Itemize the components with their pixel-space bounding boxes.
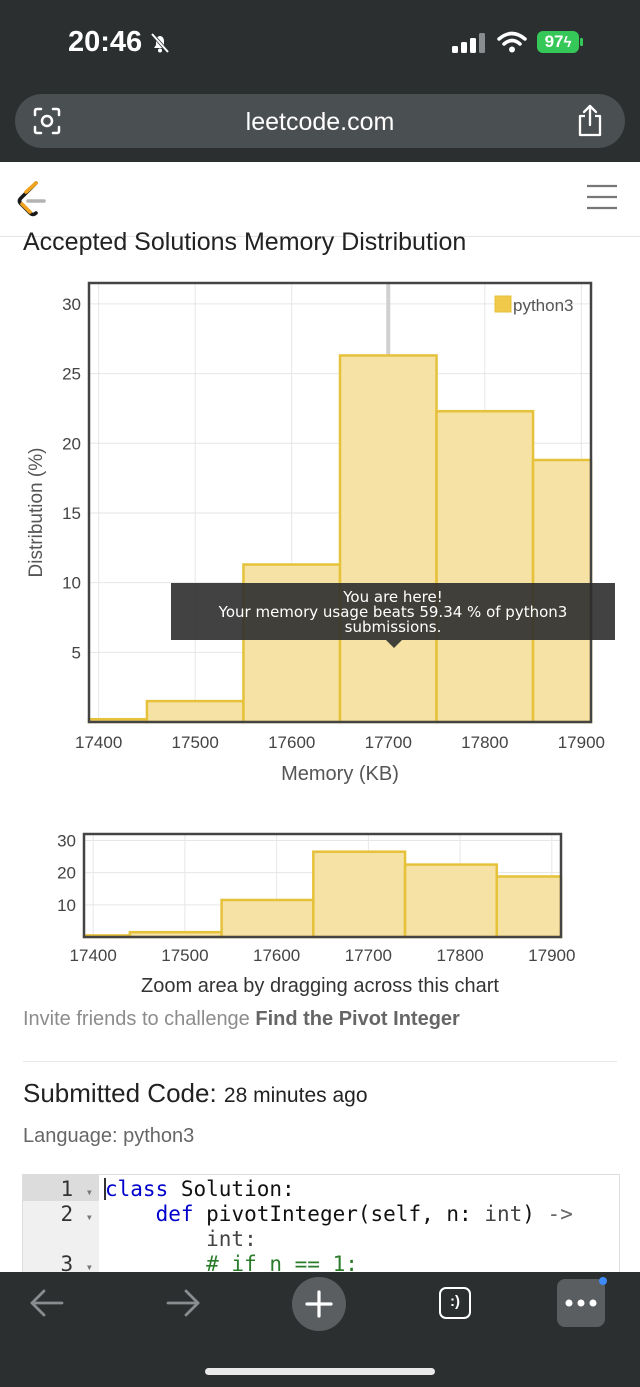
code-line[interactable]: class Solution:	[105, 1177, 295, 1201]
browser-toolbar: leetcode.com	[0, 88, 640, 162]
x-tick-label: 17900	[528, 946, 575, 965]
battery-icon: 97ϟ	[537, 31, 579, 53]
y-tick-label: 25	[62, 365, 81, 384]
histogram-bar	[435, 409, 535, 724]
code-line[interactable]: int:	[105, 1227, 257, 1251]
plus-icon	[305, 1290, 333, 1318]
tabs-icon[interactable]: :)	[439, 1287, 471, 1319]
plot-frame	[87, 281, 593, 724]
invite-problem-link[interactable]: Find the Pivot Integer	[255, 1008, 460, 1030]
address-bar[interactable]: leetcode.com	[15, 94, 625, 148]
y-tick-label: 10	[62, 574, 81, 593]
x-axis-label: Memory (KB)	[281, 763, 399, 785]
line-number: 1 ▾	[60, 1177, 93, 1201]
y-tick-label: 10	[57, 896, 76, 915]
tooltip-beats-text: Your memory usage beats 59.34 % of pytho…	[218, 603, 568, 621]
tabs-label: :)	[450, 1293, 460, 1310]
zoom-overview-chart[interactable]: 17400 17500 17600 17700 17800 17900 10 20 30	[0, 822, 640, 972]
x-tick-label: 17900	[558, 733, 605, 752]
x-tick-label: 17700	[345, 946, 392, 965]
x-tick-label: 17800	[461, 733, 508, 752]
forward-arrow-icon[interactable]	[165, 1288, 201, 1318]
invite-prefix: Invite friends to challenge	[23, 1008, 256, 1030]
x-tick-label: 17700	[365, 733, 412, 752]
camera-search-icon[interactable]	[32, 107, 62, 135]
section-divider	[23, 1061, 617, 1062]
code-line[interactable]: # if n == 1:	[105, 1252, 358, 1276]
submitted-code-heading: Submitted Code: 28 minutes ago	[23, 1078, 368, 1109]
x-tick-label: 17400	[70, 946, 117, 965]
line-gutter: 1 ▾ 2 ▾ 3 ▾	[23, 1175, 99, 1275]
histogram-bar	[403, 863, 499, 939]
memory-distribution-chart[interactable]: 17400 17500 17600 17700 17800 17900 5 10 15 20 25 3…	[0, 270, 640, 800]
signal-icon	[452, 33, 485, 53]
histogram-bar	[312, 850, 407, 939]
histogram-bar	[220, 898, 315, 939]
browser-bottom-bar: :)	[0, 1272, 640, 1387]
tooltip-submissions-text: submissions.	[344, 618, 442, 636]
plot-frame	[82, 832, 563, 939]
active-line-highlight	[23, 1175, 99, 1201]
text-cursor	[104, 1178, 106, 1200]
you-are-here-tooltip: You are here! Your memory usage beats 59…	[171, 583, 615, 648]
x-tick-label: 17500	[172, 733, 219, 752]
y-tick-label: 15	[62, 504, 81, 523]
x-tick-label: 17600	[253, 946, 300, 965]
share-icon[interactable]	[576, 104, 604, 138]
submitted-label: Submitted Code:	[23, 1078, 217, 1108]
home-indicator	[205, 1368, 435, 1375]
y-tick-label: 30	[62, 295, 81, 314]
zoom-hint-text: Zoom area by dragging across this chart	[141, 975, 499, 997]
y-axis-label: Distribution (%)	[26, 448, 47, 578]
battery-percent: 97	[544, 32, 564, 51]
x-tick-label: 17600	[268, 733, 315, 752]
hamburger-menu-icon[interactable]	[586, 184, 618, 210]
y-tick-label: 5	[72, 643, 81, 662]
url-text[interactable]: leetcode.com	[245, 108, 395, 136]
legend-swatch	[494, 295, 512, 313]
bell-slash-icon	[150, 32, 170, 54]
legend-label: python3	[513, 296, 574, 315]
back-arrow-icon[interactable]	[29, 1288, 65, 1318]
leetcode-logo[interactable]	[16, 180, 48, 218]
x-tick-label: 17800	[436, 946, 483, 965]
tooltip-arrow	[386, 640, 402, 648]
histogram-bar	[145, 699, 245, 724]
x-tick-label: 17400	[75, 733, 122, 752]
code-editor[interactable]: 1 ▾ 2 ▾ 3 ▾ class Solution: def pivotInt…	[22, 1174, 620, 1276]
ellipsis-icon	[565, 1299, 597, 1307]
code-line[interactable]: def pivotInteger(self, n: int) ->	[155, 1202, 573, 1226]
status-bar: 20:46 97ϟ	[0, 0, 640, 88]
page-title: Accepted Solutions Memory Distribution	[23, 228, 467, 256]
line-number: 2 ▾	[60, 1202, 93, 1226]
tooltip-title: You are here!	[343, 588, 443, 606]
histogram-bar	[338, 354, 438, 724]
language-label: Language: python3	[23, 1125, 195, 1147]
y-tick-label: 20	[62, 434, 81, 453]
notification-dot	[599, 1277, 607, 1285]
line-number: 3 ▾	[60, 1252, 93, 1276]
new-tab-plus-icon[interactable]	[292, 1277, 346, 1331]
status-time: 20:46	[68, 26, 143, 58]
battery-tip	[580, 38, 583, 46]
site-header	[0, 162, 640, 237]
histogram-bar	[495, 875, 563, 939]
more-menu-icon[interactable]	[557, 1279, 605, 1327]
y-tick-label: 30	[57, 831, 76, 850]
y-tick-label: 20	[57, 864, 76, 883]
wifi-icon	[497, 31, 527, 53]
x-tick-label: 17500	[161, 946, 208, 965]
invite-friends-text[interactable]: Invite friends to challenge Find the Piv…	[23, 1008, 460, 1031]
submitted-time: 28 minutes ago	[223, 1084, 368, 1107]
